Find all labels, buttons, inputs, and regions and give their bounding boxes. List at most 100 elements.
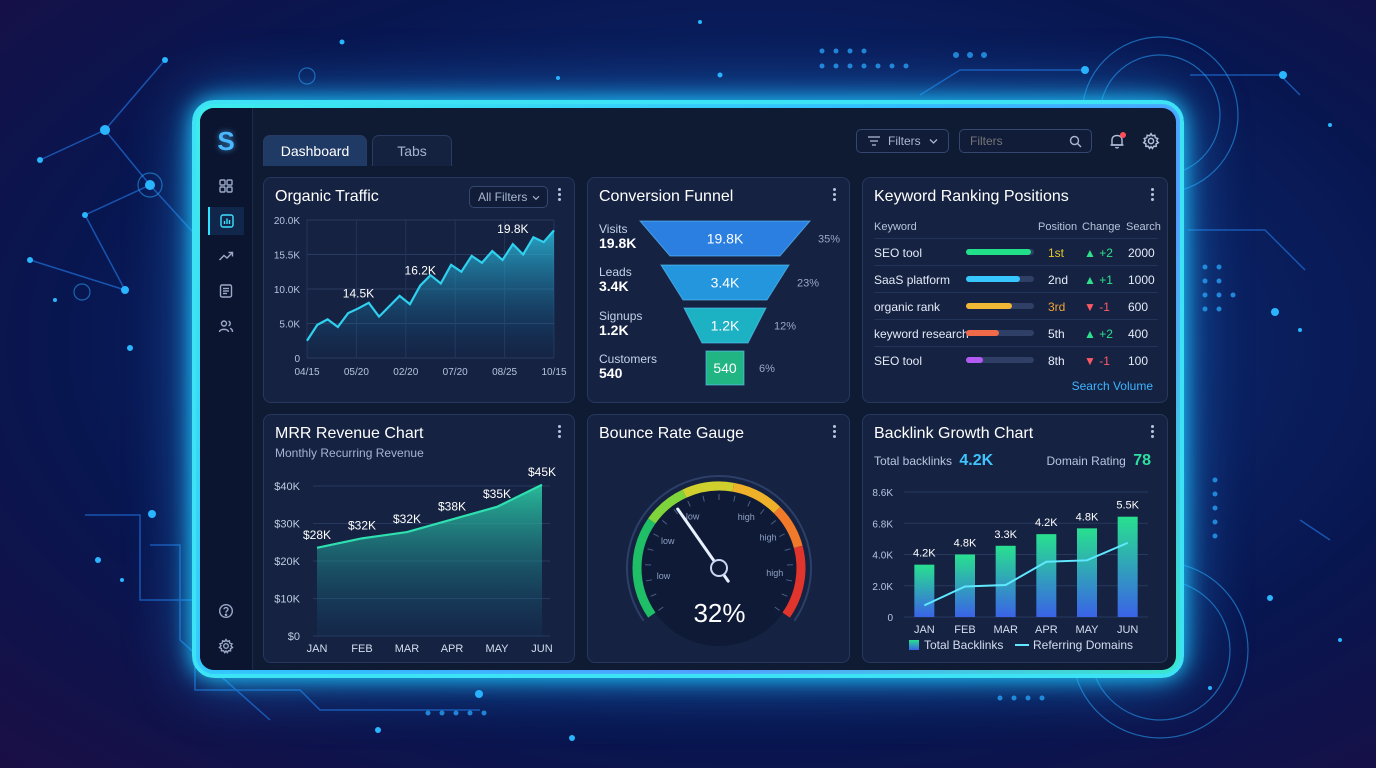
keyword-row[interactable]: SEO tool 8th ▼ -1 100 — [874, 346, 1158, 374]
sidebar-item-grid[interactable] — [212, 172, 240, 200]
legend-label-backlinks: Total Backlinks — [924, 638, 1003, 652]
search-input[interactable] — [968, 133, 1072, 149]
gauge-outer-ring — [626, 475, 812, 622]
traffic-data-label: 19.8K — [497, 222, 528, 236]
mrr-data-label: $32K — [348, 518, 376, 532]
bounce-rate-menu-button[interactable] — [833, 425, 837, 441]
mrr-revenue-chart: $40K $30K $20K $10K $0 JAN FEB MAR APR MAY JUN $28K… — [274, 465, 556, 655]
filter-lines-icon — [868, 136, 880, 146]
gauge-tick — [658, 606, 664, 611]
funnel-customers-value: 540 — [599, 365, 623, 381]
funnel-stage — [683, 307, 767, 344]
gauge-tick — [702, 495, 705, 502]
mrr-revenue-subtitle: Monthly Recurring Revenue — [275, 446, 424, 460]
dashboard-screen: S Dashboard Tabs — [200, 108, 1176, 670]
gauge-tick — [785, 579, 792, 582]
keyword-change: ▲ +2 — [1084, 327, 1113, 341]
keyword-search-volume: 1000 — [1128, 273, 1155, 287]
backlink-bar-label: 4.2K — [913, 548, 936, 560]
gauge-tick — [779, 533, 785, 538]
search-box[interactable] — [959, 129, 1092, 153]
x-tick-label: APR — [1035, 624, 1058, 636]
funnel-stage — [660, 264, 790, 301]
gauge-tick — [784, 548, 791, 551]
funnel-signups-label: Signups 1.2K — [599, 309, 643, 338]
tab-tabs[interactable]: Tabs — [372, 135, 452, 166]
conversion-funnel-menu-button[interactable] — [833, 188, 837, 204]
sidebar-item-settings[interactable] — [212, 632, 240, 660]
gauge-zone-label: low — [661, 536, 675, 546]
gauge-arc-segment — [782, 545, 806, 618]
y-tick-label: 5.0K — [279, 320, 300, 331]
y-tick-label: $20K — [274, 556, 300, 568]
gauge-arc-segment — [732, 482, 781, 514]
keyword-strength-bar — [966, 357, 1034, 363]
keyword-ranking-menu-button[interactable] — [1151, 188, 1155, 204]
sidebar-item-analytics[interactable] — [208, 207, 244, 235]
backlink-bar — [1036, 534, 1057, 617]
mrr-data-label: $28K — [303, 528, 331, 542]
x-tick-label: 04/15 — [294, 367, 319, 378]
keyword-row[interactable]: SEO tool 1st ▲ +2 2000 — [874, 238, 1158, 266]
y-tick-label: 6.8K — [872, 519, 893, 530]
total-backlinks-value: 4.2K — [959, 452, 994, 469]
keyword-strength-fill — [966, 249, 1031, 255]
notifications-button[interactable] — [1108, 132, 1126, 150]
tab-dashboard[interactable]: Dashboard — [263, 135, 367, 166]
col-change: Change — [1082, 221, 1121, 233]
x-tick-label: 02/20 — [393, 367, 418, 378]
sidebar-item-help[interactable] — [212, 597, 240, 625]
y-tick-label: $30K — [274, 519, 300, 531]
sidebar-item-reports[interactable] — [212, 277, 240, 305]
x-tick-label: MAR — [993, 624, 1018, 636]
gauge-zone-label: low — [657, 571, 671, 581]
gauge-tick — [673, 508, 679, 515]
help-icon — [218, 603, 234, 619]
bounce-rate-title: Bounce Rate Gauge — [599, 425, 744, 442]
keyword-text: SaaS platform — [874, 273, 951, 287]
referring-domains-line — [923, 541, 1129, 607]
keyword-strength-fill — [966, 303, 1012, 309]
backlink-growth-menu-button[interactable] — [1151, 425, 1155, 441]
sidebar-item-trends[interactable] — [212, 242, 240, 270]
gauge-tick — [781, 593, 788, 597]
app-logo[interactable]: S — [217, 126, 235, 156]
funnel-stage-value: 1.2K — [711, 318, 740, 334]
gear-icon — [1142, 132, 1160, 150]
organic-traffic-card: Organic Traffic All Filters 20.0K 15.5K 10… — [263, 177, 575, 403]
keyword-row[interactable]: SaaS platform 2nd ▲ +1 1000 — [874, 265, 1158, 293]
x-tick-label: JUN — [531, 643, 552, 655]
x-tick-label: MAY — [1075, 624, 1099, 636]
y-tick-label: $40K — [274, 481, 300, 493]
bell-icon — [1110, 134, 1124, 149]
conversion-funnel-card: Conversion Funnel Visits 19.8K Leads 3.4K … — [587, 177, 850, 403]
keyword-search-volume: 400 — [1128, 327, 1149, 341]
settings-button[interactable] — [1142, 132, 1160, 150]
keyword-text: SEO tool — [874, 354, 923, 368]
domain-rating-label: Domain Rating 78 — [1046, 452, 1151, 469]
y-tick-label: $0 — [288, 631, 300, 643]
document-icon — [219, 284, 233, 298]
keyword-row[interactable]: organic rank 3rd ▼ -1 600 — [874, 292, 1158, 320]
mrr-revenue-menu-button[interactable] — [558, 425, 562, 441]
funnel-stage — [705, 350, 745, 386]
x-tick-label: FEB — [351, 643, 372, 655]
mrr-data-label: $32K — [393, 512, 421, 526]
traffic-line — [306, 229, 555, 342]
y-tick-label: 0 — [887, 613, 893, 624]
y-tick-label: 8.6K — [872, 488, 893, 499]
keyword-position: 2nd — [1048, 273, 1069, 287]
gauge-tick — [653, 533, 659, 538]
gauge-tick — [747, 500, 751, 507]
y-tick-label: 2.0K — [872, 582, 893, 593]
notification-dot — [1120, 132, 1126, 138]
all-filters-dropdown[interactable]: All Filters — [469, 186, 548, 208]
search-volume-link[interactable]: Search Volume — [1071, 379, 1153, 393]
sidebar-item-users[interactable] — [212, 312, 240, 340]
filters-dropdown[interactable]: Filters — [856, 129, 949, 153]
organic-traffic-menu-button[interactable] — [558, 188, 562, 204]
keyword-search-volume: 100 — [1128, 354, 1149, 368]
backlink-bar-label: 4.8K — [1076, 511, 1099, 523]
keyword-row[interactable]: keyword research 5th ▲ +2 400 — [874, 319, 1158, 347]
mrr-line — [316, 483, 543, 549]
